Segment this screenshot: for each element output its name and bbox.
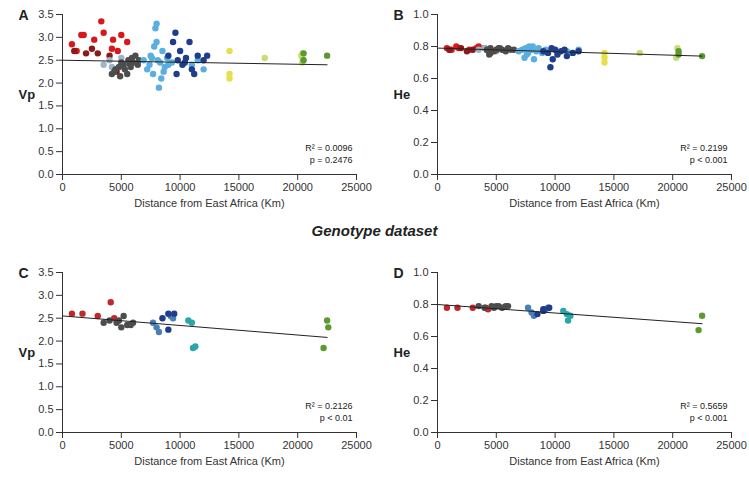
svg-text:Distance from East Africa (Km): Distance from East Africa (Km) (509, 455, 659, 467)
svg-text:2.5: 2.5 (38, 54, 53, 66)
svg-text:R² = 0.2126: R² = 0.2126 (305, 401, 352, 411)
svg-text:0.4: 0.4 (413, 104, 428, 116)
svg-text:0: 0 (434, 439, 440, 451)
svg-text:0.5: 0.5 (38, 145, 53, 157)
svg-text:3.5: 3.5 (38, 266, 53, 278)
svg-text:1.5: 1.5 (38, 99, 53, 111)
svg-text:15000: 15000 (599, 181, 630, 193)
svg-text:0.2: 0.2 (413, 136, 428, 148)
svg-text:B: B (394, 7, 404, 23)
svg-text:5000: 5000 (484, 181, 508, 193)
svg-text:1.5: 1.5 (38, 357, 53, 369)
svg-text:R² = 0.0096: R² = 0.0096 (305, 143, 352, 153)
svg-text:10000: 10000 (165, 439, 196, 451)
svg-text:10000: 10000 (540, 439, 571, 451)
svg-text:0.2: 0.2 (413, 394, 428, 406)
svg-text:10000: 10000 (165, 181, 196, 193)
svg-text:0.6: 0.6 (413, 330, 428, 342)
svg-text:20000: 20000 (657, 181, 688, 193)
svg-text:R² = 0.5659: R² = 0.5659 (680, 401, 727, 411)
svg-text:C: C (19, 265, 29, 281)
svg-text:3.0: 3.0 (38, 289, 53, 301)
svg-text:p = 0.2476: p = 0.2476 (310, 155, 353, 165)
svg-text:1.0: 1.0 (38, 122, 53, 134)
svg-text:3.0: 3.0 (38, 31, 53, 43)
svg-text:0.5: 0.5 (38, 403, 53, 415)
svg-text:2.5: 2.5 (38, 312, 53, 324)
svg-text:1.0: 1.0 (38, 380, 53, 392)
svg-text:0.0: 0.0 (413, 168, 428, 180)
svg-text:5000: 5000 (484, 439, 508, 451)
svg-text:20000: 20000 (282, 181, 313, 193)
svg-text:Vp: Vp (19, 345, 36, 360)
svg-text:25000: 25000 (341, 439, 372, 451)
svg-text:25000: 25000 (341, 181, 372, 193)
svg-text:2.0: 2.0 (38, 335, 53, 347)
svg-text:p < 0.001: p < 0.001 (690, 413, 728, 423)
svg-text:20000: 20000 (657, 439, 688, 451)
svg-text:Distance from East Africa (Km): Distance from East Africa (Km) (134, 197, 284, 209)
svg-text:15000: 15000 (599, 439, 630, 451)
svg-text:0.0: 0.0 (38, 168, 53, 180)
svg-text:5000: 5000 (109, 181, 133, 193)
svg-text:He: He (394, 345, 411, 360)
svg-text:3.5: 3.5 (38, 8, 53, 20)
svg-text:0: 0 (434, 181, 440, 193)
svg-text:25000: 25000 (716, 181, 747, 193)
svg-text:A: A (19, 7, 29, 23)
svg-text:0.0: 0.0 (413, 426, 428, 438)
svg-text:0.8: 0.8 (413, 298, 428, 310)
svg-text:0: 0 (59, 439, 65, 451)
svg-text:p < 0.001: p < 0.001 (690, 155, 728, 165)
svg-text:10000: 10000 (540, 181, 571, 193)
svg-text:15000: 15000 (224, 439, 255, 451)
svg-text:20000: 20000 (282, 439, 313, 451)
svg-text:0: 0 (59, 181, 65, 193)
svg-text:1.0: 1.0 (413, 266, 428, 278)
svg-text:15000: 15000 (224, 181, 255, 193)
svg-text:25000: 25000 (716, 439, 747, 451)
svg-text:5000: 5000 (109, 439, 133, 451)
svg-text:p < 0.01: p < 0.01 (320, 413, 353, 423)
svg-text:0.8: 0.8 (413, 40, 428, 52)
svg-text:2.0: 2.0 (38, 77, 53, 89)
svg-text:Distance from East Africa (Km): Distance from East Africa (Km) (134, 455, 284, 467)
svg-text:D: D (394, 265, 404, 281)
svg-text:Distance from East Africa (Km): Distance from East Africa (Km) (509, 197, 659, 209)
svg-text:1.0: 1.0 (413, 8, 428, 20)
svg-text:R² = 0.2199: R² = 0.2199 (680, 143, 727, 153)
html-text:Genotype dataset: Genotype dataset (311, 222, 438, 239)
svg-text:Vp: Vp (19, 87, 36, 102)
svg-text:0.0: 0.0 (38, 426, 53, 438)
svg-text:0.4: 0.4 (413, 362, 428, 374)
svg-text:0.6: 0.6 (413, 72, 428, 84)
svg-text:He: He (394, 87, 411, 102)
